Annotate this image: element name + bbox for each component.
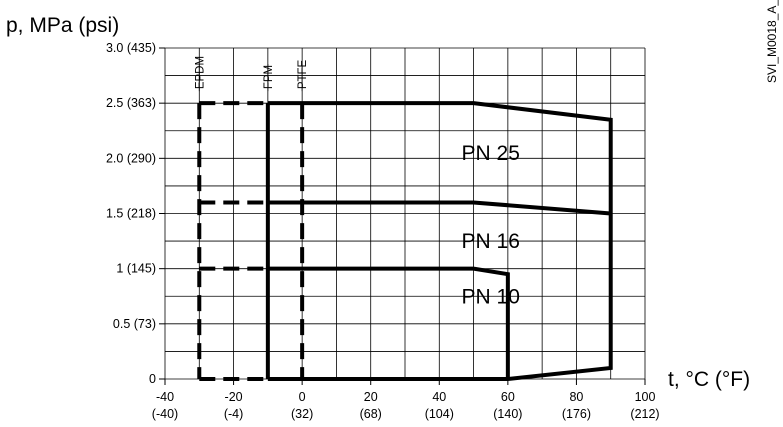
rating-line-pn-10	[267, 266, 510, 379]
rating-line-pn-16	[267, 200, 611, 216]
rating-label: PN 10	[462, 285, 520, 308]
x-tick-label-celsius: 60	[501, 390, 515, 404]
x-tick-label-fahrenheit: (212)	[630, 407, 659, 421]
x-tick-label-fahrenheit: (68)	[360, 407, 382, 421]
rating-line-pn-25	[267, 101, 613, 381]
x-axis-ticks: -40 (-40) -20 (-4) 0 (32) 20 (68) 40 (104) 60 (140)…	[152, 379, 660, 421]
y-tick-label: 1 (145)	[116, 262, 156, 276]
rating-label: PN 16	[462, 230, 520, 253]
x-tick-label-celsius: -40	[156, 390, 174, 404]
x-tick-label-fahrenheit: (-40)	[152, 407, 178, 421]
x-tick-label-fahrenheit: (32)	[291, 407, 313, 421]
region-labels: PN 25 PN 16 PN 10	[462, 142, 520, 308]
x-tick-label-celsius: 100	[635, 390, 656, 404]
x-tick-label-celsius: -20	[225, 390, 243, 404]
x-tick-label-celsius: 40	[432, 390, 446, 404]
y-tick-label: 0.5 (73)	[113, 317, 156, 331]
x-axis-title: t, °C (°F)	[668, 368, 750, 391]
material-label: FPM	[263, 65, 275, 89]
grid	[164, 47, 646, 380]
material-label: PTFE	[297, 59, 309, 89]
x-tick-label-fahrenheit: (176)	[562, 407, 591, 421]
x-tick-label-fahrenheit: (140)	[493, 407, 522, 421]
x-tick-label-fahrenheit: (104)	[425, 407, 454, 421]
y-axis-title: p, MPa (psi)	[6, 14, 119, 37]
y-axis-ticks: 0 0.5 (73) 1 (145) 1.5 (218) 2.0 (290) 2.5 (3…	[106, 41, 165, 386]
figure-code: SVI_M0018_A_sc	[765, 0, 779, 83]
y-tick-label: 0	[149, 372, 156, 386]
rating-lines	[267, 101, 613, 381]
rating-label: PN 25	[462, 142, 520, 165]
y-tick-label: 3.0 (435)	[106, 41, 156, 55]
y-tick-label: 1.5 (218)	[106, 207, 156, 221]
y-tick-label: 2.0 (290)	[106, 151, 156, 165]
y-tick-label: 2.5 (363)	[106, 96, 156, 110]
x-tick-label-fahrenheit: (-4)	[224, 407, 243, 421]
material-lines: EPDM FPM PTFE	[194, 56, 508, 381]
x-tick-label-celsius: 0	[299, 390, 306, 404]
x-tick-label-celsius: 20	[364, 390, 378, 404]
x-tick-label-celsius: 80	[569, 390, 583, 404]
material-label: EPDM	[194, 56, 206, 89]
